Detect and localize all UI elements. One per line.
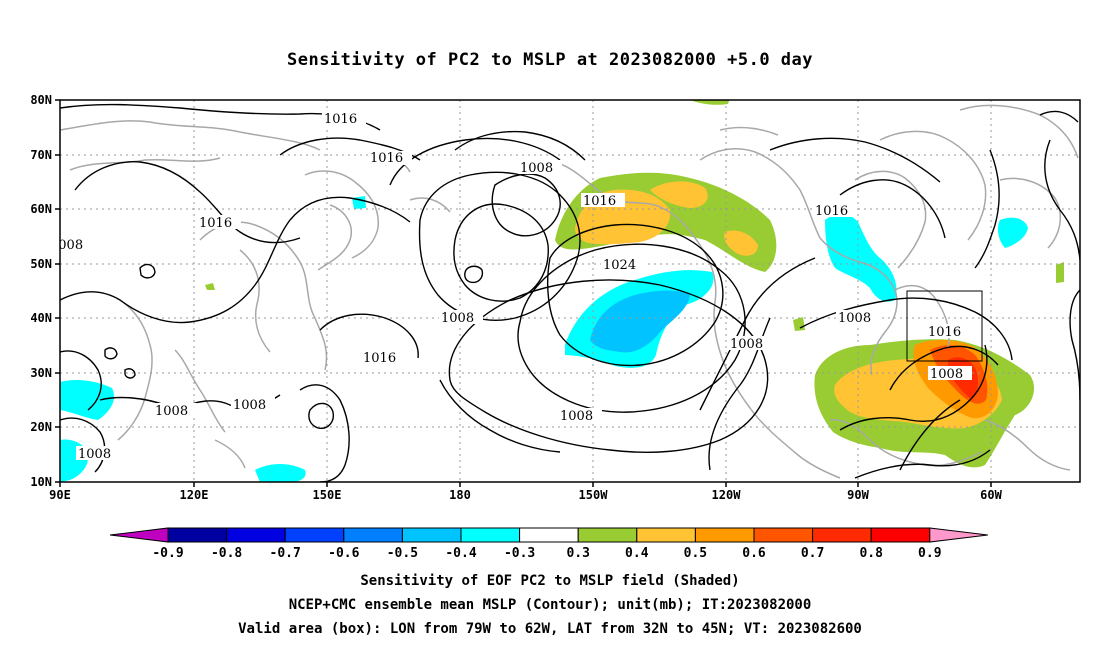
lat-label: 30N <box>30 366 52 380</box>
caption-line-2: NCEP+CMC ensemble mean MSLP (Contour); u… <box>288 597 812 613</box>
colorbar-label: 0.4 <box>625 546 649 561</box>
colorbar-label: -0.4 <box>445 546 476 561</box>
caption-line-3: Valid area (box): LON from 79W to 62W, L… <box>238 621 862 637</box>
lon-label: 120E <box>180 488 209 502</box>
negative-region-pacific-strong <box>590 290 690 353</box>
contour-label: 1008 <box>520 161 553 176</box>
map-frame <box>59 99 1081 483</box>
positive-region-small-2 <box>793 317 805 331</box>
colorbar-label: 0.6 <box>742 546 766 561</box>
colorbar-label: -0.3 <box>504 546 535 561</box>
positive-region-arctic <box>690 100 730 105</box>
contour-label: 1016 <box>363 351 396 366</box>
colorbar-label: -0.8 <box>211 546 242 561</box>
lat-label: 50N <box>30 257 52 271</box>
colorbar-label: 0.9 <box>918 546 941 561</box>
contour-label: 1016 <box>324 112 357 127</box>
negative-region-bering <box>352 196 366 209</box>
lon-label: 60W <box>980 488 1002 502</box>
negative-region-india <box>60 380 115 420</box>
contour-label: 1008 <box>730 337 763 352</box>
colorbar-segment <box>694 527 755 543</box>
lon-label: 150W <box>579 488 609 502</box>
colorbar-segment <box>343 527 403 543</box>
lat-label: 70N <box>30 148 52 162</box>
lat-label: 60N <box>30 202 52 216</box>
contour-label: 1008 <box>78 447 111 462</box>
lat-label: 80N <box>30 93 52 107</box>
positive-region-alaska-05c <box>724 230 758 256</box>
colorbar-label: -0.6 <box>328 546 359 561</box>
contour-label: 1008 <box>930 367 963 382</box>
contour-label: 1016 <box>928 325 961 340</box>
colorbar-label: -0.7 <box>270 546 301 561</box>
colorbar-segment <box>167 527 228 543</box>
colorbar-segment <box>753 527 814 543</box>
colorbar-segment <box>401 527 462 543</box>
lat-label: 10N <box>30 475 52 489</box>
colorbar-arrow-right <box>929 527 988 543</box>
colorbar-label: 0.8 <box>859 546 883 561</box>
positive-region-alaska-05b <box>650 181 708 208</box>
valid-area-box <box>906 290 983 362</box>
contour-label-group: 1016 1016 1016 1008 1008 1016 1024 1008 … <box>50 112 972 462</box>
colorbar-segment <box>226 527 286 543</box>
contour-label: 1008 <box>155 404 188 419</box>
lon-label: 90E <box>49 488 71 502</box>
contour-label: 1008 <box>838 311 871 326</box>
colorbar-segment <box>577 527 638 543</box>
lon-label: 90W <box>847 488 869 502</box>
positive-region-small-3 <box>1056 262 1064 283</box>
negative-region-canada <box>825 214 897 302</box>
page-title: Sensitivity of PC2 to MSLP at 2023082000… <box>286 50 813 70</box>
colorbar-segment <box>812 527 872 543</box>
latitude-labels: 80N 70N 60N 50N 40N 30N 20N 10N <box>30 93 52 489</box>
contour-label: 1024 <box>603 258 636 273</box>
contour-label-clipped: 1008 <box>50 238 83 253</box>
colorbar-segment <box>519 527 579 543</box>
contour-label: 1008 <box>560 409 593 424</box>
negative-region-philippine <box>255 464 306 482</box>
contour-label: 1016 <box>815 204 848 219</box>
lon-label: 180 <box>449 488 471 502</box>
mslp-contours <box>60 103 1080 482</box>
colorbar-label: -0.9 <box>152 546 183 561</box>
lon-label: 120W <box>712 488 742 502</box>
colorbar <box>109 527 988 543</box>
colorbar-segment <box>870 527 931 543</box>
grid-lines <box>60 100 1080 482</box>
contour-label: 1008 <box>441 311 474 326</box>
tick-marks <box>55 99 992 487</box>
colorbar-labels: -0.9 -0.8 -0.7 -0.6 -0.5 -0.4 -0.3 0.3 0.4 0.5 0.6… <box>152 546 941 561</box>
colorbar-segment <box>460 527 521 543</box>
colorbar-label: 0.5 <box>684 546 707 561</box>
lat-label: 20N <box>30 420 52 434</box>
colorbar-label: 0.7 <box>801 546 824 561</box>
lat-label: 40N <box>30 311 52 325</box>
colorbar-label: 0.3 <box>566 546 589 561</box>
contour-label: 1016 <box>370 151 403 166</box>
contour-label: 1016 <box>583 194 616 209</box>
colorbar-segment <box>636 527 696 543</box>
contour-label: 1008 <box>233 398 266 413</box>
positive-region-small-1 <box>205 283 215 290</box>
shaded-regions <box>60 100 1064 482</box>
contour-label: 1016 <box>199 216 232 231</box>
longitude-labels: 90E 120E 150E 180 150W 120W 90W 60W <box>49 488 1002 502</box>
lon-label: 150E <box>313 488 342 502</box>
caption-line-1: Sensitivity of EOF PC2 to MSLP field (Sh… <box>360 573 740 589</box>
colorbar-arrow-left <box>109 527 169 543</box>
negative-region-greenland <box>997 217 1028 248</box>
colorbar-segment <box>284 527 345 543</box>
colorbar-label: -0.5 <box>387 546 418 561</box>
